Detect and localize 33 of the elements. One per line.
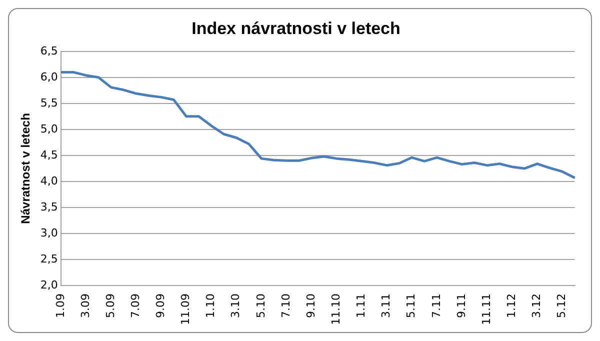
x-tick-label: 7.10 xyxy=(279,294,292,318)
y-tick-label: 2,0 xyxy=(40,278,58,292)
x-tick-label: 5.10 xyxy=(254,294,268,318)
x-tick-label: 11.11 xyxy=(480,294,493,326)
x-tick-label: 1.11 xyxy=(354,294,368,318)
y-axis-title: Návratnost v letech xyxy=(18,113,33,224)
x-tick-label: 9.09 xyxy=(154,294,168,318)
x-tick-label: 9.10 xyxy=(304,294,318,318)
chart-title: Index návratnosti v letech xyxy=(192,18,400,38)
x-tick-label: 7.09 xyxy=(128,294,142,318)
y-tick-label: 5,5 xyxy=(40,96,58,110)
x-tick-label: 1.09 xyxy=(54,294,67,318)
y-tick-label: 6,5 xyxy=(40,44,58,58)
y-tick-label: 3,5 xyxy=(40,200,58,214)
y-tick-label: 3,0 xyxy=(40,226,58,240)
y-tick-label: 4,0 xyxy=(40,174,58,188)
y-tick-label: 6,0 xyxy=(40,70,58,84)
x-tick-label: 5.09 xyxy=(104,294,117,318)
y-tick-label: 4,5 xyxy=(40,148,58,162)
x-tick-label: 7.11 xyxy=(430,294,443,318)
y-tick-label: 5,0 xyxy=(40,122,58,136)
x-tick-label: 11.10 xyxy=(330,294,343,326)
x-tick-label: 3.11 xyxy=(380,294,393,318)
x-tick-label: 1.10 xyxy=(204,294,218,318)
x-tick-label: 9.11 xyxy=(454,294,468,318)
x-tick-label: 11.09 xyxy=(179,294,192,326)
x-tick-label: 3.09 xyxy=(78,294,92,318)
x-tick-label: 5.11 xyxy=(404,294,418,318)
x-tick-label: 3.12 xyxy=(530,294,544,318)
y-tick-label: 2,5 xyxy=(40,252,58,266)
x-tick-label: 1.12 xyxy=(504,294,518,318)
x-tick-label: 5.12 xyxy=(555,294,568,318)
x-tick-label: 3.10 xyxy=(229,294,242,318)
